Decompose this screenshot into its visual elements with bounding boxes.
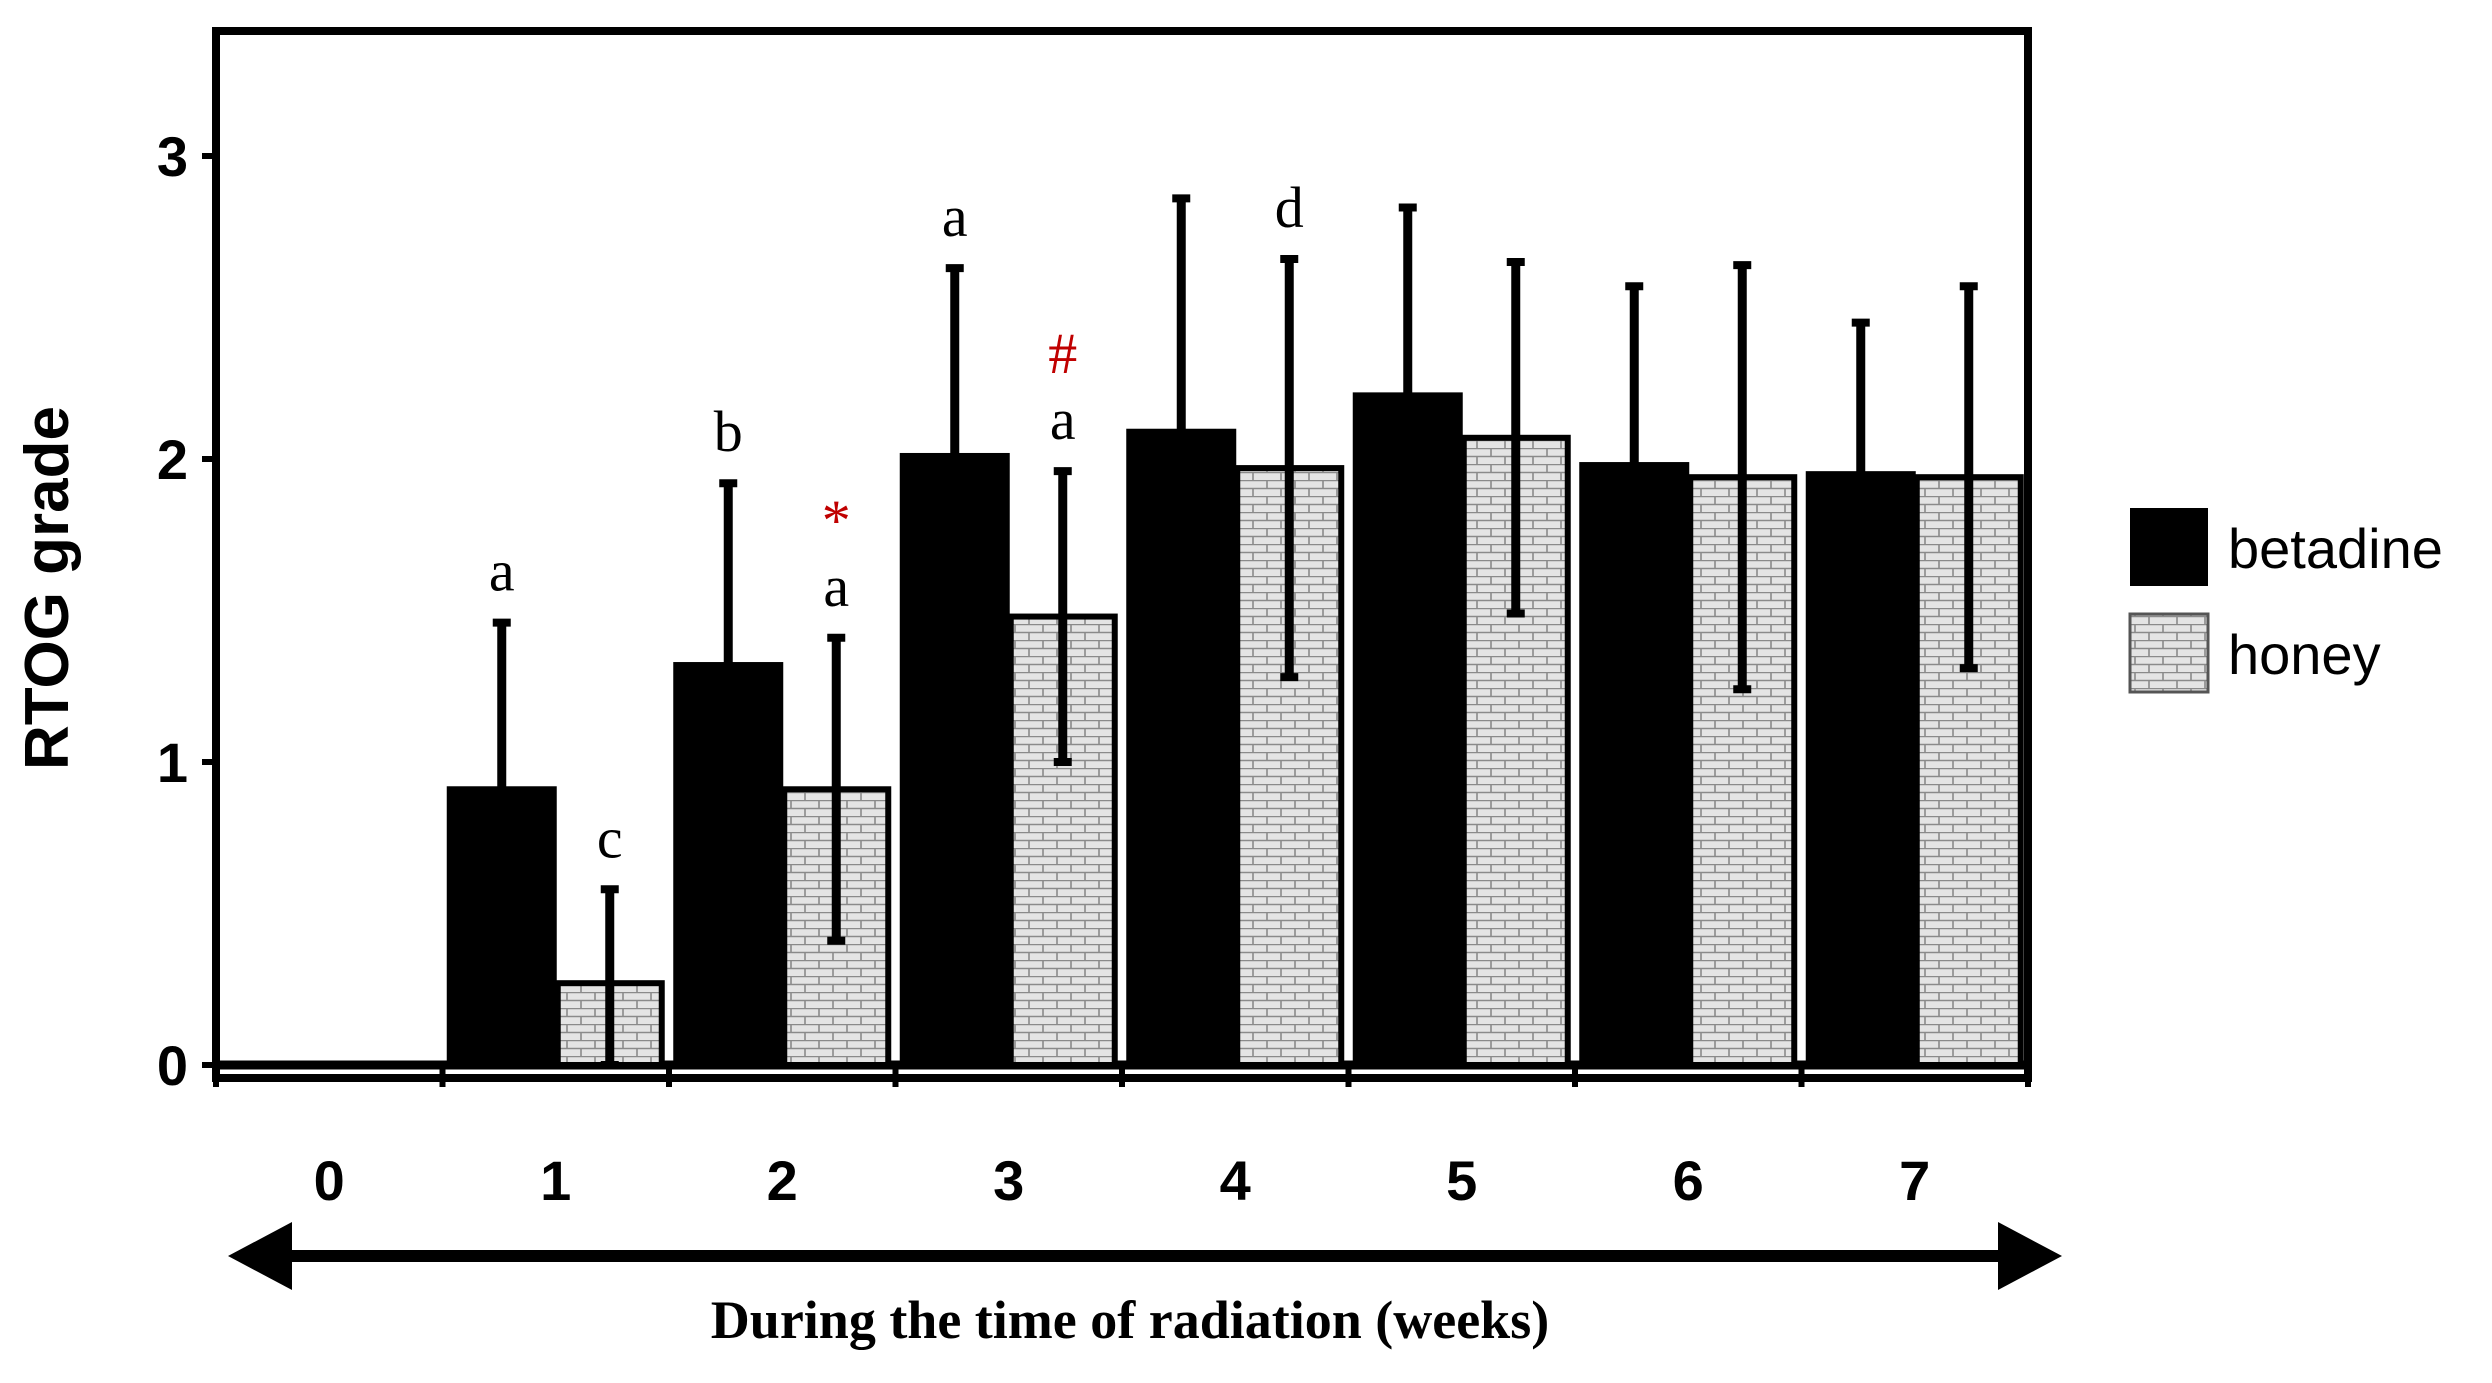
annotation-letter: a xyxy=(823,554,849,619)
annotation-marker: # xyxy=(1048,321,1077,386)
x-tick-label: 6 xyxy=(1673,1149,1704,1212)
annotation-letter: c xyxy=(597,805,623,870)
bar-betadine-week-5 xyxy=(1352,392,1463,1068)
y-axis: 0 1 2 3 xyxy=(157,125,216,1097)
legend-label-betadine: betadine xyxy=(2228,517,2443,580)
x-tick-label: 7 xyxy=(1899,1149,1930,1212)
x-tick-label: 3 xyxy=(993,1149,1024,1212)
x-tick-label: 0 xyxy=(314,1149,345,1212)
y-tick-label: 2 xyxy=(157,428,188,491)
bar-betadine-week-3 xyxy=(899,452,1010,1069)
y-tick-label: 1 xyxy=(157,731,188,794)
x-tick-label: 1 xyxy=(540,1149,571,1212)
annotation-letter: a xyxy=(489,539,515,604)
y-tick-label: 3 xyxy=(157,125,188,188)
annotation-marker: * xyxy=(822,488,851,553)
y-axis-label: RTOG grade xyxy=(13,406,82,770)
x-tick-label: 4 xyxy=(1220,1149,1251,1212)
legend-swatch-betadine xyxy=(2130,508,2208,586)
time-arrow xyxy=(228,1222,2062,1290)
bar-betadine-week-4 xyxy=(1126,428,1237,1069)
x-tick-label: 2 xyxy=(767,1149,798,1212)
bar-betadine-week-6 xyxy=(1579,462,1690,1068)
legend-swatch-honey xyxy=(2128,612,2210,694)
annotation-letter: a xyxy=(942,184,968,249)
annotation-letter: a xyxy=(1050,387,1076,452)
legend: betadine honey xyxy=(2128,508,2443,694)
error-bars xyxy=(492,194,1978,1069)
legend-label-honey: honey xyxy=(2228,623,2381,686)
bar-betadine-week-1 xyxy=(446,786,557,1069)
bar-betadine-week-2 xyxy=(673,662,784,1068)
x-axis: 0 1 2 3 4 5 6 7 xyxy=(213,1060,2031,1212)
y-tick-label: 0 xyxy=(157,1034,188,1097)
bars xyxy=(446,392,2024,1069)
x-axis-label: During the time of radiation (weeks) xyxy=(711,1290,1549,1350)
bar-betadine-week-7 xyxy=(1805,471,1916,1068)
annotation-letter: d xyxy=(1275,175,1304,240)
x-tick-label: 5 xyxy=(1446,1149,1477,1212)
annotation-letter: b xyxy=(714,399,743,464)
